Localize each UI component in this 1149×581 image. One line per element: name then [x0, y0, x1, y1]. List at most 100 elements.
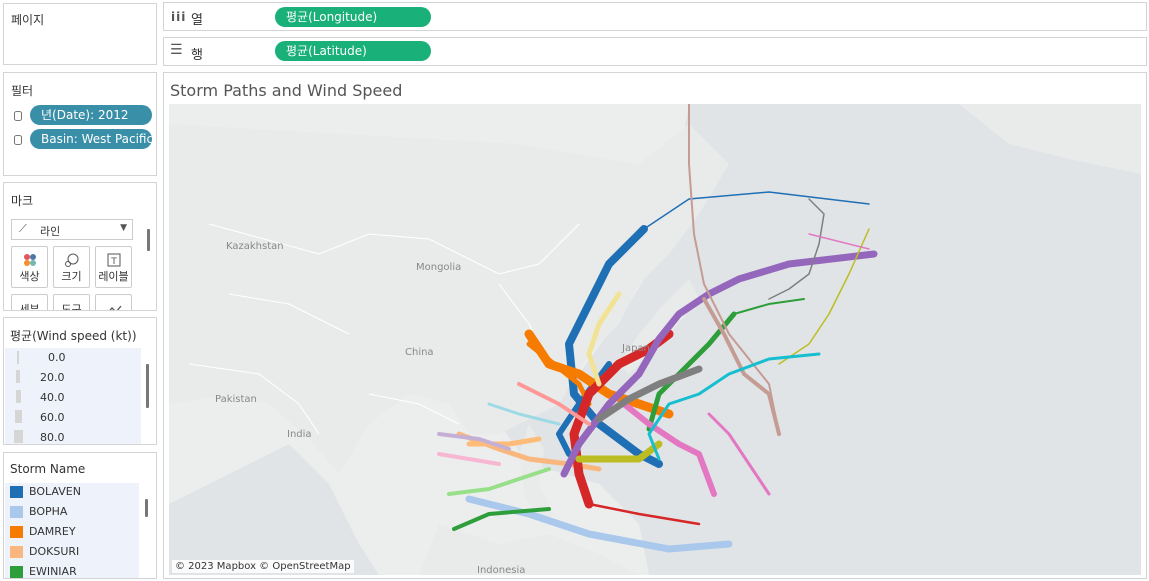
size-label: 크기	[61, 270, 82, 283]
columns-shelf[interactable]: iii 열 평균(Longitude)	[163, 2, 1147, 31]
legend-item[interactable]: BOPHA	[10, 503, 67, 521]
svg-text:T: T	[110, 257, 117, 267]
storm-path-pink	[621, 401, 717, 497]
legend-label: DAMREY	[29, 525, 76, 538]
pages-panel: 페이지	[3, 3, 157, 65]
storm-path-green-south	[452, 507, 551, 531]
map-label-japan: Japan	[621, 343, 650, 354]
size-icon	[64, 252, 80, 272]
storm-path-red	[569, 329, 674, 509]
legend-label: BOLAVEN	[29, 485, 81, 498]
mark-type-label: 라인	[40, 225, 61, 238]
legend-swatch	[10, 506, 23, 518]
marks-scrollbar[interactable]	[147, 229, 150, 251]
map-label-indonesia: Indonesia	[477, 565, 525, 575]
storm-path-ewiniar-east	[733, 298, 805, 315]
rows-shelf[interactable]: ☰ 행 평균(Latitude)	[163, 37, 1147, 66]
storm-path-bopha	[465, 495, 733, 553]
label-icon: T	[107, 252, 121, 271]
size-bar	[14, 430, 23, 443]
indonesia-landmass	[419, 524, 639, 575]
size-legend-panel: 평균(Wind speed (kt)) 0.0 20.0 40.0 60.0 8…	[3, 317, 157, 445]
size-button[interactable]: 크기	[53, 246, 90, 288]
storm-path-lightgreen	[447, 467, 551, 496]
path-button[interactable]	[95, 294, 132, 310]
storm-path-lightyellow	[586, 291, 622, 387]
storm-path-magenta-east	[808, 233, 870, 250]
size-value: 60.0	[40, 411, 65, 424]
legend-swatch	[10, 546, 23, 558]
legend-item[interactable]: DOKSURI	[10, 543, 79, 561]
columns-icon: iii	[171, 10, 187, 24]
detail-button[interactable]: 세부	[11, 294, 48, 311]
size-value: 0.0	[48, 351, 66, 364]
storm-path-olive	[575, 440, 663, 463]
storm-path-red-thin	[587, 502, 701, 526]
storm-path-olive-thin	[778, 228, 870, 365]
map-label-kazakhstan: Kazakhstan	[226, 241, 284, 252]
longitude-pill[interactable]: 평균(Longitude)	[275, 7, 431, 27]
storm-path-cyan	[647, 352, 821, 461]
rows-icon: ☰	[170, 42, 183, 58]
detail-label: 세부	[19, 303, 40, 311]
storm-path-ewiniar	[646, 311, 737, 432]
legend-item[interactable]: BOLAVEN	[10, 483, 81, 501]
mark-type-dropdown[interactable]: ⟋ 라인 ▼	[11, 219, 133, 240]
size-legend-body	[5, 348, 141, 444]
storm-path-gray-thin	[768, 198, 825, 300]
view-title: Storm Paths and Wind Speed	[170, 81, 403, 100]
storm-map[interactable]: Kazakhstan Mongolia China Pakistan India…	[169, 104, 1141, 575]
color-legend-scrollbar[interactable]	[145, 499, 148, 517]
tooltip-label: 도구	[61, 303, 82, 311]
label-label: 레이블	[98, 270, 129, 283]
map-label-china: China	[405, 347, 434, 358]
database-icon	[14, 111, 22, 121]
storm-path-bolaven-north	[643, 191, 870, 230]
latitude-pill[interactable]: 평균(Latitude)	[275, 41, 431, 61]
storm-path-lightred	[517, 382, 591, 426]
alaska-landmass	[959, 104, 1141, 174]
tooltip-button[interactable]: 도구	[53, 294, 90, 311]
asia-landmass	[169, 124, 729, 474]
filters-title: 필터	[11, 84, 34, 98]
size-value: 40.0	[40, 391, 65, 404]
size-bar	[16, 370, 20, 383]
filter-basin-pill[interactable]: Basin: West Pacific	[30, 129, 152, 149]
map-label-pakistan: Pakistan	[215, 394, 257, 405]
storm-path-lightorange	[466, 436, 542, 447]
map-svg[interactable]: Kazakhstan Mongolia China Pakistan India…	[169, 104, 1141, 575]
size-bar	[15, 410, 22, 423]
color-button[interactable]: 색상	[11, 246, 48, 288]
legend-label: DOKSURI	[29, 545, 80, 558]
storm-path-gray	[595, 365, 703, 423]
marks-panel: 마크 ⟋ 라인 ▼ 색상 크기 T 레이블 세부 도구	[3, 182, 157, 311]
size-legend-scrollbar[interactable]	[146, 364, 149, 408]
filters-panel: 필터 년(Date): 2012 Basin: West Pacific	[3, 72, 157, 176]
legend-item[interactable]: DAMREY	[10, 523, 76, 541]
storm-path-pink-2	[707, 412, 771, 496]
legend-swatch	[10, 526, 23, 538]
legend-label: BOPHA	[29, 505, 68, 518]
storm-path-lightpink	[437, 452, 501, 466]
size-value: 20.0	[40, 371, 65, 384]
map-label-mongolia: Mongolia	[416, 262, 461, 273]
label-button[interactable]: T 레이블	[95, 246, 132, 288]
columns-label: 열	[191, 13, 203, 28]
color-dots-icon	[23, 252, 37, 271]
pages-title: 페이지	[11, 13, 45, 27]
database-icon	[14, 135, 22, 145]
legend-swatch	[10, 566, 23, 578]
color-label: 색상	[19, 270, 40, 283]
legend-item[interactable]: EWINIAR	[10, 563, 77, 578]
color-legend-title: Storm Name	[10, 462, 86, 476]
storm-path-lavender	[437, 432, 511, 451]
size-legend-title: 평균(Wind speed (kt))	[10, 329, 137, 343]
map-label-india: India	[287, 429, 312, 440]
filter-year-pill[interactable]: 년(Date): 2012	[30, 105, 152, 125]
size-bar	[16, 390, 21, 403]
storm-path-lightblue	[487, 402, 561, 426]
indian-ocean	[169, 444, 379, 575]
legend-swatch	[10, 486, 23, 498]
map-attribution[interactable]: © 2023 Mapbox © OpenStreetMap	[172, 560, 354, 573]
color-legend-panel: Storm Name BOLAVEN BOPHA DAMREY DOKSURI …	[3, 452, 157, 579]
